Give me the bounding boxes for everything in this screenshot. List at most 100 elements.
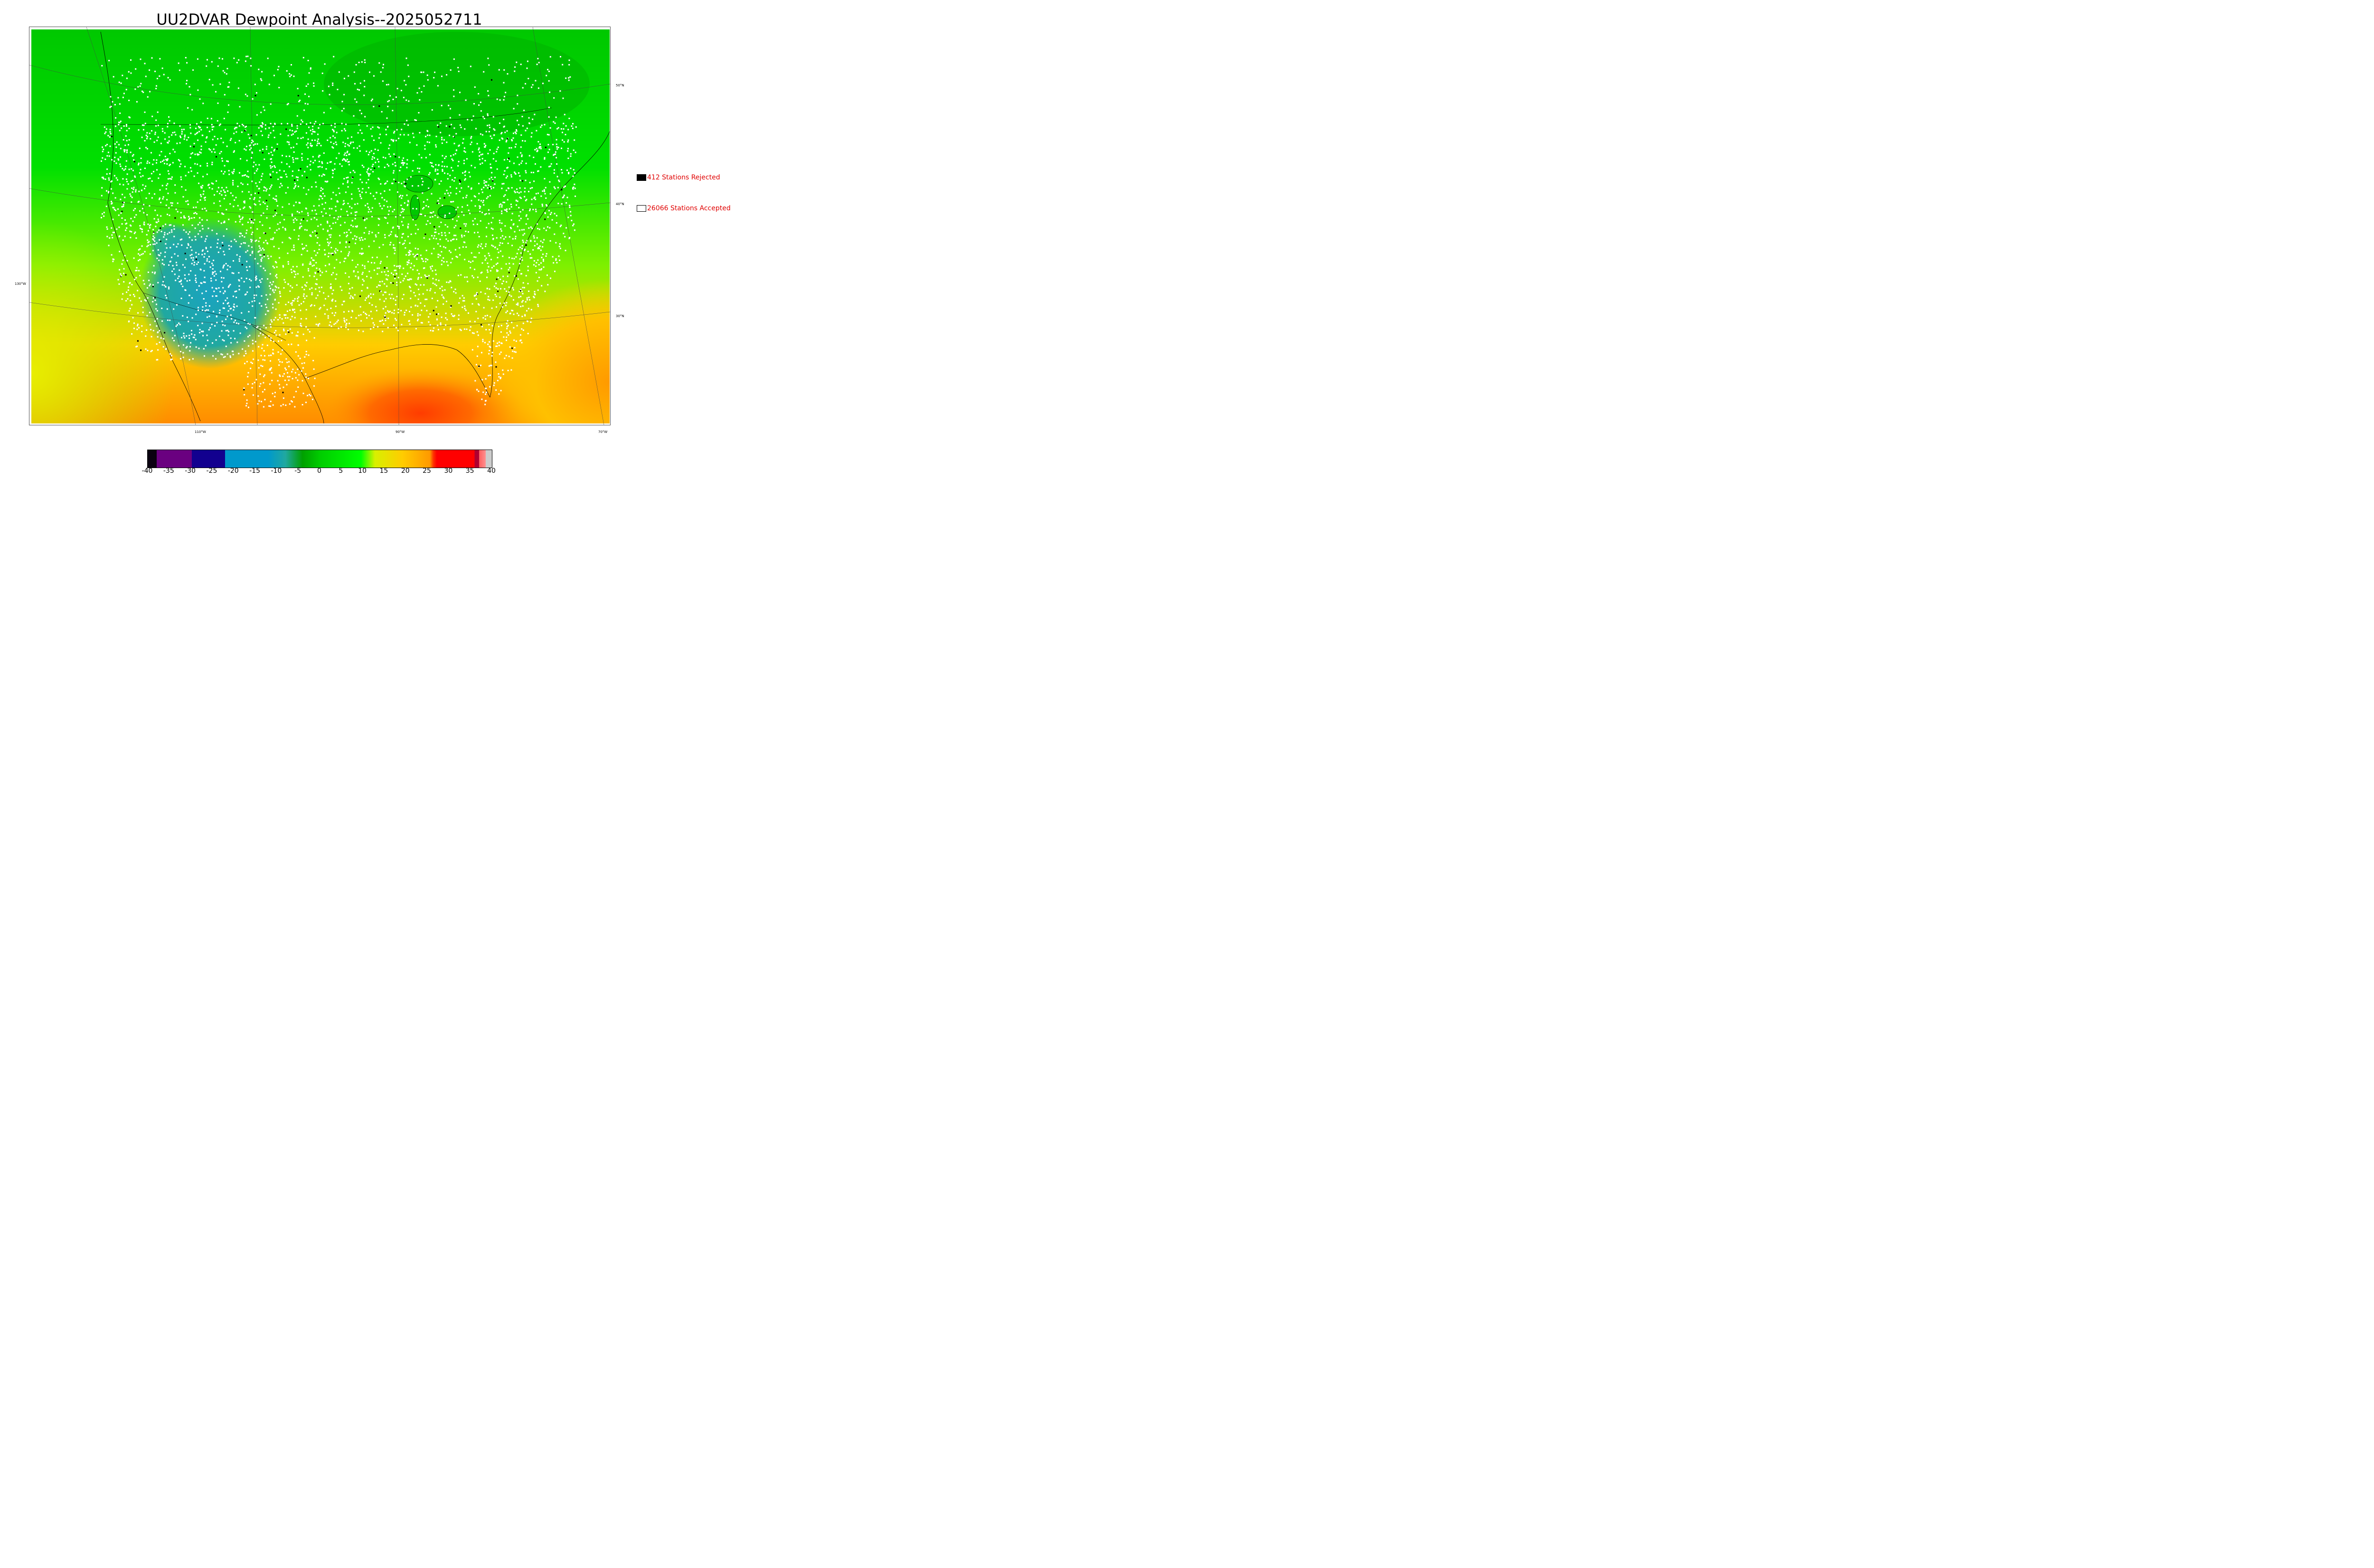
accepted-station — [161, 284, 163, 286]
accepted-station — [263, 255, 265, 257]
accepted-station — [144, 111, 146, 113]
accepted-station — [406, 263, 408, 265]
accepted-station — [128, 286, 130, 288]
accepted-station — [533, 197, 535, 199]
accepted-station — [239, 106, 241, 108]
accepted-station — [217, 138, 218, 140]
accepted-station — [126, 188, 128, 190]
accepted-station — [510, 174, 512, 176]
accepted-station — [527, 320, 528, 322]
accepted-station — [300, 123, 301, 125]
accepted-station — [199, 151, 201, 153]
accepted-station — [503, 82, 505, 84]
accepted-station — [526, 214, 528, 216]
accepted-station — [388, 100, 390, 102]
accepted-station — [537, 223, 538, 225]
accepted-station — [272, 393, 273, 394]
accepted-station — [334, 168, 336, 170]
accepted-station — [483, 180, 485, 182]
accepted-station — [294, 372, 296, 374]
accepted-station — [249, 218, 251, 220]
accepted-station — [313, 205, 315, 207]
accepted-station — [378, 203, 380, 205]
accepted-station — [230, 240, 232, 242]
map-frame[interactable] — [29, 27, 611, 425]
accepted-station — [512, 289, 514, 291]
accepted-station — [374, 157, 375, 159]
accepted-station — [546, 253, 547, 255]
accepted-station — [212, 272, 214, 273]
accepted-station — [291, 371, 293, 373]
accepted-station — [307, 329, 309, 330]
accepted-station — [230, 245, 232, 247]
accepted-station — [367, 169, 368, 171]
accepted-station — [480, 163, 481, 165]
accepted-station — [267, 310, 269, 312]
accepted-station — [385, 217, 387, 219]
accepted-station — [257, 263, 259, 264]
accepted-station — [204, 282, 206, 283]
accepted-station — [259, 150, 261, 151]
accepted-station — [268, 405, 270, 407]
accepted-station — [451, 287, 452, 289]
accepted-station — [247, 170, 249, 172]
accepted-station — [487, 343, 489, 345]
accepted-station — [557, 187, 559, 188]
accepted-station — [370, 100, 372, 102]
rejected-station — [294, 179, 295, 181]
accepted-station — [380, 71, 382, 73]
accepted-station — [424, 274, 426, 276]
accepted-station — [311, 218, 312, 220]
accepted-station — [317, 140, 319, 142]
accepted-station — [409, 250, 411, 252]
accepted-station — [341, 304, 343, 306]
accepted-station — [212, 295, 214, 297]
accepted-station — [135, 191, 137, 193]
accepted-station — [435, 146, 437, 148]
accepted-station — [534, 113, 536, 115]
accepted-station — [514, 171, 516, 173]
accepted-station — [461, 236, 463, 238]
accepted-station — [223, 198, 225, 199]
accepted-station — [236, 305, 238, 307]
accepted-station — [160, 202, 162, 204]
accepted-station — [124, 144, 126, 146]
accepted-station — [132, 191, 133, 193]
accepted-station — [354, 218, 356, 220]
accepted-station — [396, 284, 398, 286]
accepted-station — [247, 383, 249, 385]
accepted-station — [360, 320, 362, 322]
accepted-station — [191, 225, 193, 226]
accepted-station — [200, 187, 202, 189]
accepted-station — [146, 234, 148, 235]
accepted-station — [484, 214, 486, 216]
accepted-station — [205, 345, 207, 347]
accepted-station — [568, 237, 570, 239]
accepted-station — [516, 130, 518, 132]
accepted-station — [318, 127, 320, 129]
accepted-station — [245, 126, 246, 128]
accepted-station — [528, 122, 530, 124]
accepted-station — [501, 283, 503, 284]
accepted-station — [382, 330, 384, 332]
accepted-station — [385, 319, 386, 321]
accepted-station — [402, 210, 404, 212]
accepted-station — [538, 264, 540, 266]
accepted-station — [317, 225, 319, 227]
accepted-station — [400, 211, 402, 213]
accepted-station — [161, 320, 163, 322]
accepted-station — [206, 137, 207, 139]
accepted-station — [204, 276, 206, 278]
accepted-station — [239, 256, 241, 258]
accepted-station — [185, 175, 187, 177]
accepted-station — [145, 134, 147, 136]
accepted-station — [392, 141, 394, 142]
accepted-station — [129, 308, 131, 310]
accepted-station — [345, 130, 346, 131]
accepted-station — [471, 187, 472, 189]
accepted-station — [233, 306, 235, 308]
accepted-station — [283, 330, 285, 332]
accepted-station — [330, 236, 331, 238]
accepted-station — [181, 129, 183, 131]
accepted-station — [106, 226, 108, 228]
